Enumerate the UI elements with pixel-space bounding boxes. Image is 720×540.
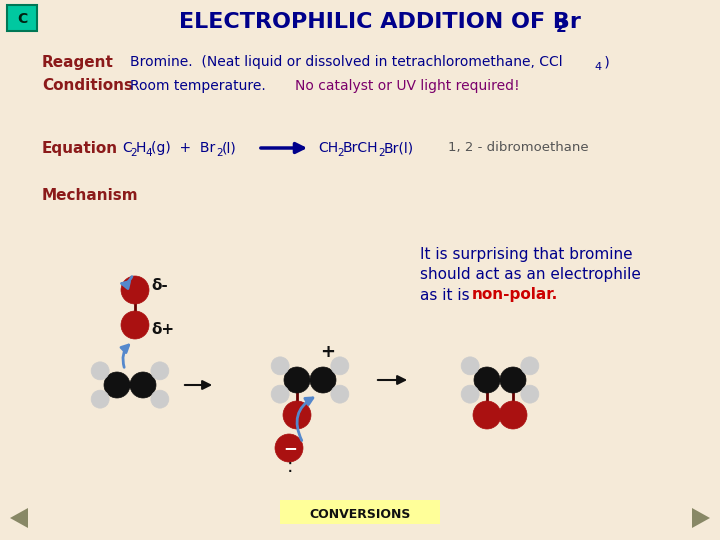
Circle shape <box>91 390 109 408</box>
Circle shape <box>91 362 109 380</box>
Text: δ+: δ+ <box>151 322 174 338</box>
Circle shape <box>499 401 527 429</box>
Text: +: + <box>320 343 336 361</box>
Circle shape <box>271 357 289 375</box>
Circle shape <box>151 362 169 380</box>
Text: should act as an electrophile: should act as an electrophile <box>420 267 641 282</box>
Text: as it is: as it is <box>420 287 474 302</box>
Text: 2: 2 <box>130 148 137 158</box>
Circle shape <box>284 367 310 393</box>
Text: Reagent: Reagent <box>42 55 114 70</box>
Polygon shape <box>692 508 710 528</box>
Text: Mechanism: Mechanism <box>42 188 139 204</box>
Text: −: − <box>283 439 297 457</box>
Text: 4: 4 <box>594 62 601 72</box>
Text: BrCH: BrCH <box>343 141 379 155</box>
Text: Room temperature.: Room temperature. <box>130 79 274 93</box>
Circle shape <box>104 372 130 398</box>
Text: ELECTROPHILIC ADDITION OF Br: ELECTROPHILIC ADDITION OF Br <box>179 12 581 32</box>
Circle shape <box>310 367 336 393</box>
Text: 2: 2 <box>556 19 567 35</box>
Text: 2: 2 <box>378 148 384 158</box>
Circle shape <box>121 276 149 304</box>
Text: 4: 4 <box>145 148 152 158</box>
Text: 2: 2 <box>337 148 343 158</box>
Circle shape <box>121 311 149 339</box>
Text: CH: CH <box>318 141 338 155</box>
Text: Br(l): Br(l) <box>384 141 414 155</box>
Circle shape <box>151 390 169 408</box>
Text: Equation: Equation <box>42 140 118 156</box>
Text: (l): (l) <box>222 141 237 155</box>
Text: H: H <box>136 141 146 155</box>
Text: (g)  +  Br: (g) + Br <box>151 141 215 155</box>
Text: CONVERSIONS: CONVERSIONS <box>310 508 410 521</box>
Circle shape <box>474 367 500 393</box>
Text: 1, 2 - dibromoethane: 1, 2 - dibromoethane <box>448 141 589 154</box>
Text: ): ) <box>600 55 610 69</box>
Circle shape <box>275 434 303 462</box>
Text: C: C <box>122 141 132 155</box>
FancyBboxPatch shape <box>280 500 440 524</box>
Text: δ-: δ- <box>151 278 168 293</box>
Polygon shape <box>10 508 28 528</box>
Text: non-polar.: non-polar. <box>472 287 558 302</box>
Text: 2: 2 <box>216 148 222 158</box>
Text: It is surprising that bromine: It is surprising that bromine <box>420 247 633 262</box>
Circle shape <box>521 357 539 375</box>
Text: No catalyst or UV light required!: No catalyst or UV light required! <box>295 79 520 93</box>
Circle shape <box>461 357 479 375</box>
Circle shape <box>283 401 311 429</box>
Text: :: : <box>287 456 293 476</box>
Circle shape <box>521 385 539 403</box>
Circle shape <box>331 385 349 403</box>
Circle shape <box>461 385 479 403</box>
Circle shape <box>130 372 156 398</box>
Text: Conditions: Conditions <box>42 78 133 93</box>
Circle shape <box>331 357 349 375</box>
Text: C: C <box>17 12 27 26</box>
Circle shape <box>473 401 501 429</box>
FancyBboxPatch shape <box>7 5 37 31</box>
Circle shape <box>500 367 526 393</box>
Circle shape <box>271 385 289 403</box>
Text: Bromine.  (Neat liquid or dissolved in tetrachloromethane, CCl: Bromine. (Neat liquid or dissolved in te… <box>130 55 562 69</box>
